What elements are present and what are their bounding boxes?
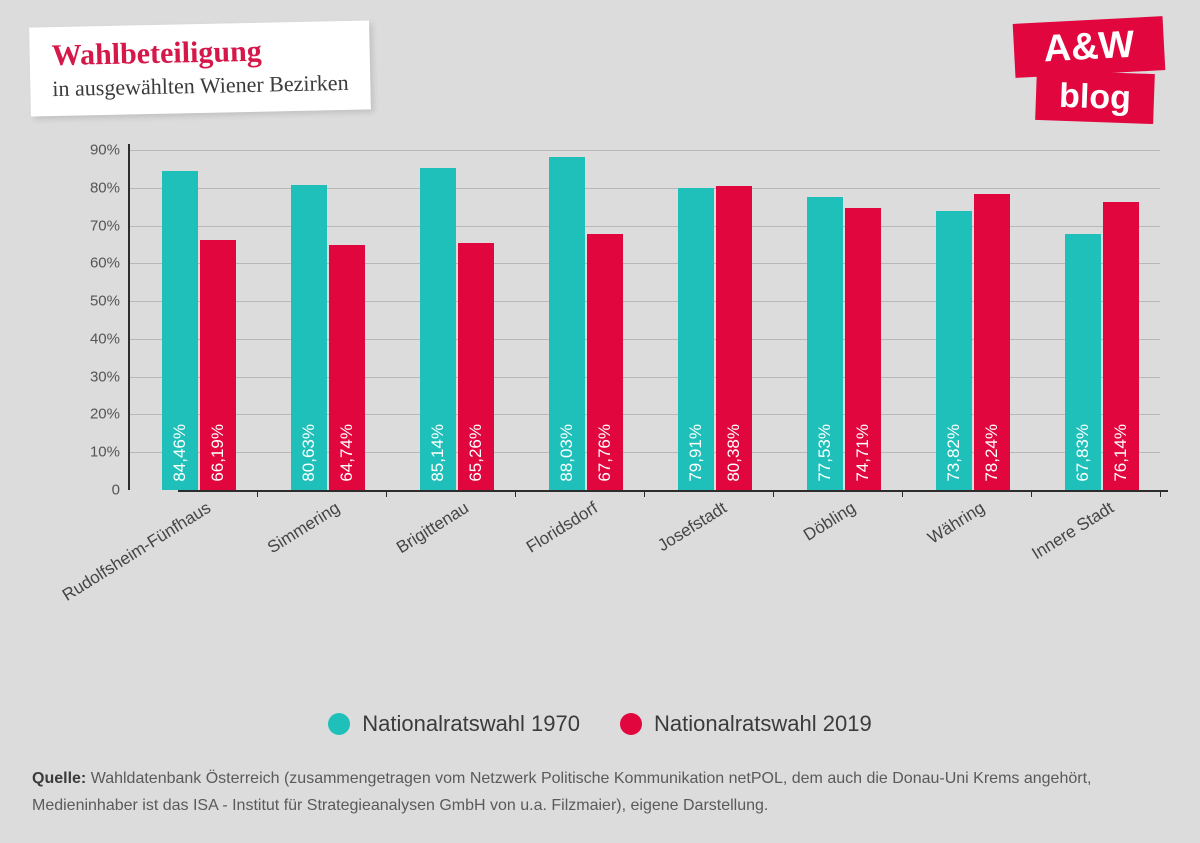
bar-group: 88,03% 67,76% (541, 150, 631, 490)
bar-group: 79,91% 80,38% (670, 150, 760, 490)
legend-swatch-icon (328, 713, 350, 735)
chart-title: Wahlbeteiligung (51, 33, 348, 72)
source-label: Quelle: (32, 770, 86, 787)
legend: Nationalratswahl 1970 Nationalratswahl 2… (0, 711, 1200, 737)
bar: 76,14% (1103, 202, 1139, 490)
bar: 67,76% (587, 234, 623, 490)
bar: 80,38% (716, 186, 752, 490)
bar-group: 85,14% 65,26% (412, 150, 502, 490)
bar-value-label: 66,19% (208, 416, 228, 490)
bar-value-label: 80,63% (299, 416, 319, 490)
x-tick (773, 490, 774, 497)
legend-item-1970: Nationalratswahl 1970 (328, 711, 580, 737)
plot-area: 010%20%30%40%50%60%70%80%90%84,46%66,19%… (128, 150, 1160, 490)
bar-value-label: 76,14% (1111, 416, 1131, 490)
bar: 66,19% (200, 240, 236, 490)
bar-value-label: 79,91% (686, 416, 706, 490)
bar: 84,46% (162, 171, 198, 490)
legend-label: Nationalratswahl 1970 (362, 711, 580, 737)
logo-line-1: A&W (1013, 16, 1166, 78)
title-card: Wahlbeteiligung in ausgewählten Wiener B… (29, 20, 371, 116)
x-tick (515, 490, 516, 497)
legend-item-2019: Nationalratswahl 2019 (620, 711, 872, 737)
x-tick (644, 490, 645, 497)
bar: 64,74% (329, 245, 365, 490)
y-axis-label: 30% (70, 368, 120, 385)
bar-value-label: 85,14% (428, 416, 448, 490)
bar-value-label: 67,83% (1073, 416, 1093, 490)
bar-chart: 010%20%30%40%50%60%70%80%90%84,46%66,19%… (70, 150, 1160, 650)
x-tick (1160, 490, 1161, 497)
bar-value-label: 84,46% (170, 416, 190, 490)
bar: 77,53% (807, 197, 843, 490)
y-axis-label: 0 (70, 482, 120, 499)
bar-value-label: 64,74% (337, 416, 357, 490)
bar: 88,03% (549, 157, 585, 490)
logo: A&W blog (1010, 20, 1170, 130)
y-axis-label: 10% (70, 444, 120, 461)
legend-swatch-icon (620, 713, 642, 735)
y-axis-label: 40% (70, 330, 120, 347)
bar-group: 80,63% 64,74% (283, 150, 373, 490)
bar-value-label: 78,24% (982, 416, 1002, 490)
bar-value-label: 74,71% (853, 416, 873, 490)
logo-line-2: blog (1035, 70, 1155, 124)
bar: 79,91% (678, 188, 714, 490)
bar: 67,83% (1065, 234, 1101, 490)
legend-label: Nationalratswahl 2019 (654, 711, 872, 737)
x-axis (178, 490, 1168, 492)
bar: 80,63% (291, 185, 327, 490)
bar: 65,26% (458, 243, 494, 490)
bar-group: 84,46% 66,19% (154, 150, 244, 490)
y-axis (128, 144, 130, 490)
bar: 73,82% (936, 211, 972, 490)
y-axis-label: 20% (70, 406, 120, 423)
y-axis-label: 70% (70, 217, 120, 234)
y-axis-label: 50% (70, 293, 120, 310)
y-axis-label: 90% (70, 142, 120, 159)
x-tick (902, 490, 903, 497)
source-text: Wahldatenbank Österreich (zusammengetrag… (32, 770, 1091, 814)
y-axis-label: 60% (70, 255, 120, 272)
chart-subtitle: in ausgewählten Wiener Bezirken (52, 70, 349, 102)
bar: 78,24% (974, 194, 1010, 490)
bar: 85,14% (420, 168, 456, 490)
bar-value-label: 80,38% (724, 416, 744, 490)
bar-group: 67,83% 76,14% (1057, 150, 1147, 490)
bar-value-label: 77,53% (815, 416, 835, 490)
bar-group: 77,53% 74,71% (799, 150, 889, 490)
bar-group: 73,82% 78,24% (928, 150, 1018, 490)
bar-value-label: 67,76% (595, 416, 615, 490)
x-tick (1031, 490, 1032, 497)
x-tick (257, 490, 258, 497)
bar-value-label: 65,26% (466, 416, 486, 490)
bar-value-label: 73,82% (944, 416, 964, 490)
y-axis-label: 80% (70, 179, 120, 196)
bar-value-label: 88,03% (557, 416, 577, 490)
bar: 74,71% (845, 208, 881, 490)
source-note: Quelle: Wahldatenbank Österreich (zusamm… (32, 765, 1168, 819)
x-tick (386, 490, 387, 497)
